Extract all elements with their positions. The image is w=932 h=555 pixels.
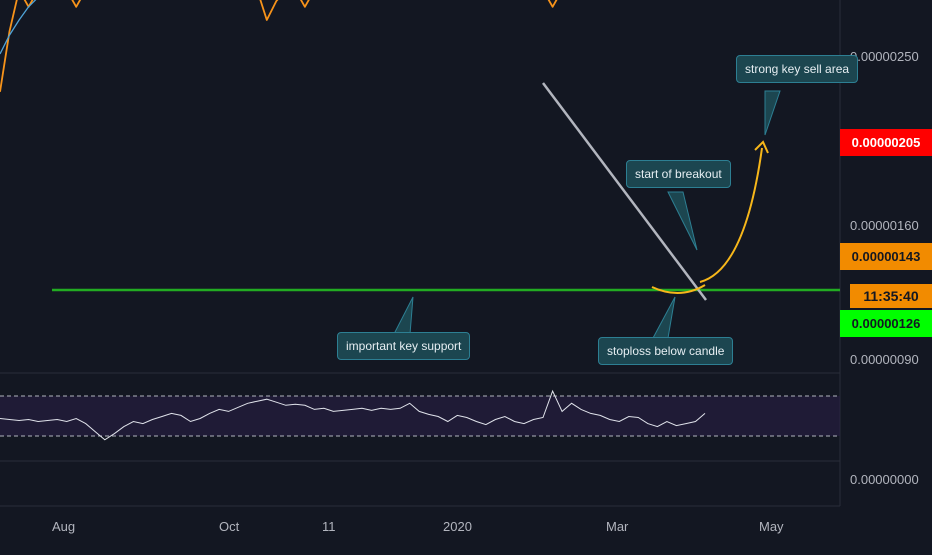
time-axis-label: 2020 [443, 519, 472, 534]
current-price-tag: 0.00000143 [840, 243, 932, 270]
price-axis-label: 0.00000160 [850, 218, 919, 233]
time-axis-label: Oct [219, 519, 240, 534]
rsi-line [0, 389, 706, 441]
moving-average-line [0, 0, 37, 55]
annotation-key-support[interactable]: important key support [337, 332, 471, 360]
key-levels [52, 288, 840, 292]
price-axis-label: 0.00000090 [850, 352, 919, 367]
downtrend-line [542, 82, 707, 301]
time-axis-label: May [759, 519, 784, 534]
support-price-tag: 0.00000126 [840, 310, 932, 337]
rsi-indicator [0, 389, 840, 441]
resistance-price-tag: 0.00000205 [840, 129, 932, 156]
price-axis-label: 0.00000000 [850, 472, 919, 487]
rsi-band [0, 396, 840, 436]
sell-area-pointer [764, 90, 781, 136]
projected-breakout-curve [699, 147, 763, 283]
annotation-stoploss[interactable]: stoploss below candle [598, 337, 734, 365]
bar-countdown: 11:35:40 [850, 284, 932, 308]
stoploss-pointer [652, 296, 676, 339]
key-support-pointer [393, 296, 414, 335]
price-line [0, 0, 558, 92]
trend-drawings [393, 82, 781, 339]
grid [0, 0, 841, 507]
rounded-bottom-curve [651, 284, 706, 294]
annotation-sell-area[interactable]: strong key sell area [736, 55, 859, 83]
price-series [0, 0, 558, 92]
breakout-pointer [667, 191, 698, 251]
time-axis-label: Aug [52, 519, 76, 534]
projection-arrowhead [754, 140, 769, 154]
price-axis-label: 0.00000250 [850, 49, 919, 64]
annotation-breakout[interactable]: start of breakout [626, 160, 731, 188]
time-axis-label: 11 [322, 519, 336, 534]
time-axis-label: Mar [606, 519, 629, 534]
